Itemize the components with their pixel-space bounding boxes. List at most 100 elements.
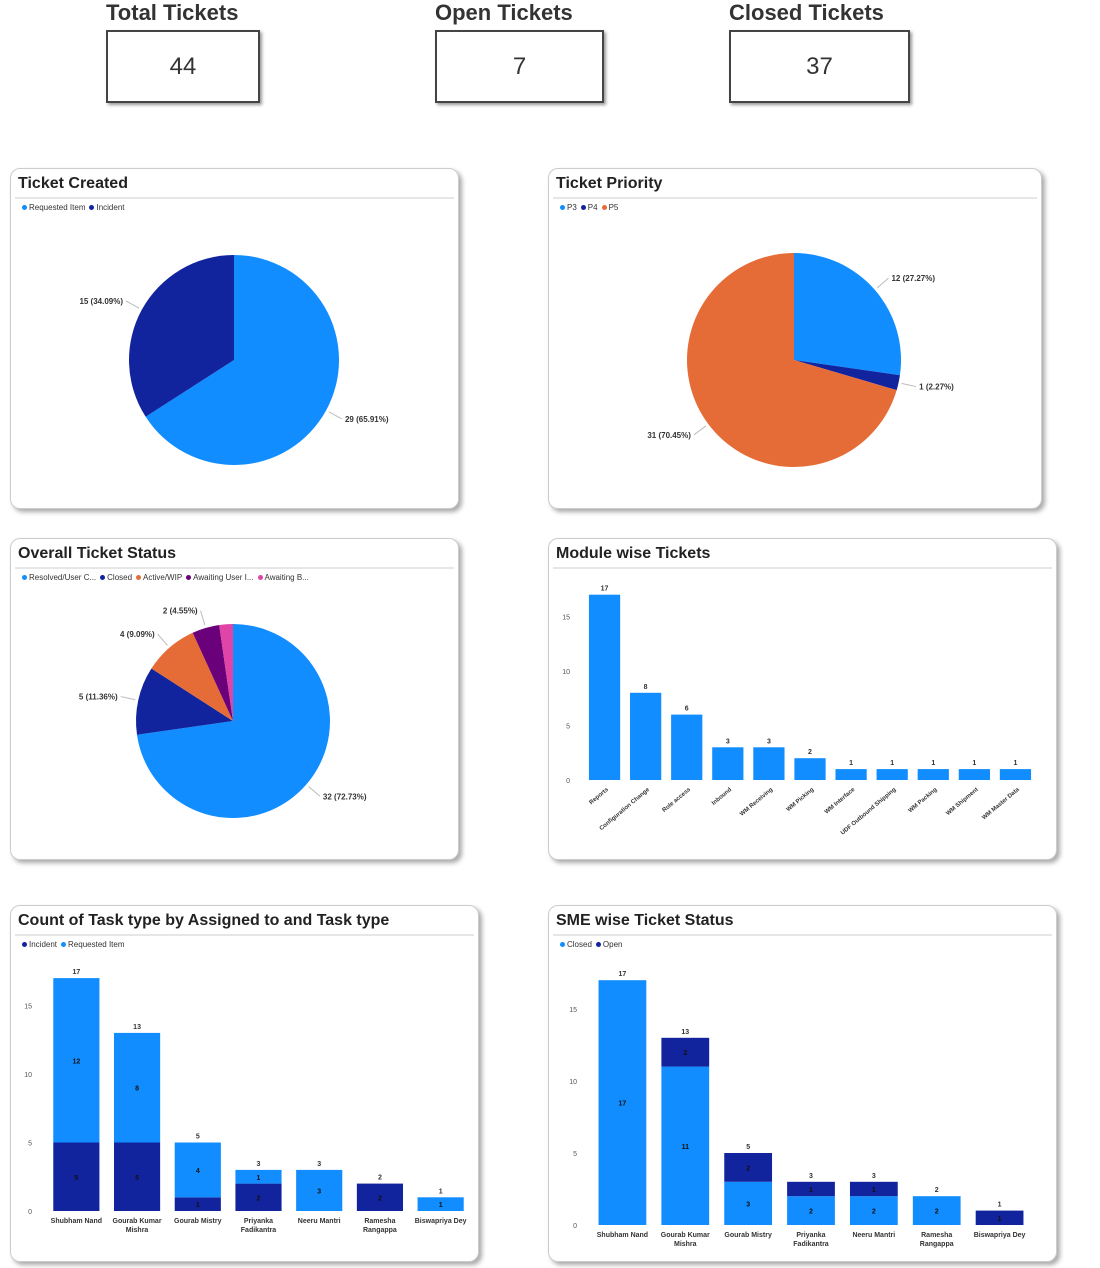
x-tick-label: Inbound [711,787,733,807]
x-tick-label: Shubham Nand [50,1218,103,1225]
pie-slice[interactable] [687,253,897,467]
kpi-total-label: Total Tickets [106,0,239,25]
pie-slice[interactable] [192,624,233,721]
card-ticket-created[interactable]: Ticket Created 29 (65.91%) 15 (34.09%) Requ… [10,168,459,509]
bar[interactable] [753,747,785,780]
x-tick-label: Ramesha Rangappa [362,1218,397,1234]
pie-slice[interactable] [794,360,900,391]
legend-item[interactable]: Awaiting B... [264,573,309,582]
y-tick-label: 5 [28,1141,32,1148]
card-sme-status[interactable]: SME wise Ticket Status 0 5 10 15 17 17 Shubham … [548,905,1057,1262]
total-label: 2 [935,1187,939,1194]
legend-item[interactable]: Incident [29,940,58,949]
x-tick-label: Gourab Mistry [724,1232,772,1239]
pie-slice[interactable] [136,624,330,818]
legend-item[interactable]: P4 [587,203,598,212]
legend-item[interactable]: Awaiting User I... [193,573,254,582]
card-task-type[interactable]: Count of Task type by Assigned to and Ta… [10,905,479,1262]
bar[interactable] [835,769,867,780]
title-divider [553,934,1052,936]
bar[interactable] [787,1181,835,1197]
bar[interactable] [114,1142,161,1212]
x-tick-label: Ramesha Rangappa [919,1232,954,1248]
segment-label: 1 [998,1216,1002,1223]
bar[interactable] [794,758,826,780]
bar[interactable] [661,1066,710,1225]
x-tick-label: Biswapriya Dey [973,1232,1026,1239]
x-tick-label: WM Packing [908,787,939,815]
bar[interactable] [235,1183,282,1211]
pie-slice[interactable] [129,255,234,417]
pie-slice[interactable] [145,255,339,465]
legend: P3 P4 P5 [556,203,618,212]
bar[interactable] [849,1181,898,1197]
card-overall-status[interactable]: Overall Ticket Status 32 (72.73%) 5 (11.36… [10,538,459,860]
segment-label: 12 [72,1058,80,1065]
y-tick-label: 10 [562,669,570,676]
bar[interactable] [598,980,647,1225]
bar[interactable] [661,1037,710,1067]
x-tick-label: WM Shipment [945,787,979,817]
pie-slice[interactable] [151,632,233,721]
x-tick-label: Reports [589,787,611,807]
legend-item[interactable]: Closed [567,940,592,949]
bar[interactable] [999,769,1032,780]
leader-line [157,633,168,646]
legend-marker-icon [186,575,192,580]
bar[interactable] [417,1197,464,1211]
bar[interactable] [724,1181,773,1225]
y-tick-label: 5 [573,1151,577,1158]
total-label: 17 [619,971,627,978]
bar[interactable] [53,978,100,1143]
slice-label: 32 (72.73%) [323,792,367,801]
x-tick-label: Priyanka Fadikantra [240,1218,277,1234]
legend-marker-icon [22,205,27,210]
segment-label: 3 [746,1201,750,1208]
bar[interactable] [975,1210,1024,1225]
bar[interactable] [114,1032,161,1143]
total-label: 1 [998,1202,1002,1209]
legend-item[interactable]: Incident [96,203,125,212]
card-ticket-priority[interactable]: Ticket Priority 12 (27.27%) 1 (2.27%) 31 (7… [548,168,1042,509]
bar[interactable] [917,769,949,780]
bar[interactable] [724,1153,773,1182]
bar[interactable] [174,1197,221,1211]
legend-item[interactable]: Requested Item [68,940,125,949]
bar[interactable] [671,714,703,780]
legend-item[interactable]: Open [602,940,623,949]
chart-title: Count of Task type by Assigned to and Ta… [18,912,390,929]
legend-item[interactable]: P5 [608,203,619,212]
x-tick-label: WM Interface [824,787,857,816]
legend-item[interactable]: Requested Item [29,203,86,212]
total-label: 3 [257,1161,261,1168]
card-module-wise[interactable]: Module wise Tickets 0 5 10 15 17 Reports 8 Confi… [548,538,1057,860]
legend-item[interactable]: Resolved/User C... [29,573,97,582]
bar[interactable] [588,594,621,780]
legend-item[interactable]: P3 [567,203,577,212]
chart-svg: 12 (27.27%) 1 (2.27%) 31 (70.45%) [647,253,954,467]
bar[interactable] [712,747,744,780]
bar[interactable] [235,1169,282,1184]
legend-item[interactable]: Active/WIP [143,573,183,582]
bar[interactable] [912,1196,961,1225]
y-tick-label: 15 [562,615,570,622]
slice-label: 4 (9.09%) [120,630,155,639]
bar[interactable] [958,769,990,780]
bar[interactable] [630,692,662,780]
legend-item[interactable]: Closed [107,573,133,582]
legend: Incident Requested Item [18,940,125,949]
bar[interactable] [849,1196,898,1225]
total-label: 3 [872,1173,876,1180]
pie-slice[interactable] [136,668,233,735]
bar[interactable] [174,1142,221,1198]
pie-slice[interactable] [219,624,233,721]
bar[interactable] [53,1142,100,1212]
bar[interactable] [876,769,908,780]
bar[interactable] [356,1183,403,1211]
pie-slice[interactable] [794,253,901,376]
x-tick-label: Gourab Kumar Mishra [660,1232,710,1248]
bar[interactable] [296,1169,343,1211]
title-divider [15,567,454,569]
bar[interactable] [787,1196,835,1225]
